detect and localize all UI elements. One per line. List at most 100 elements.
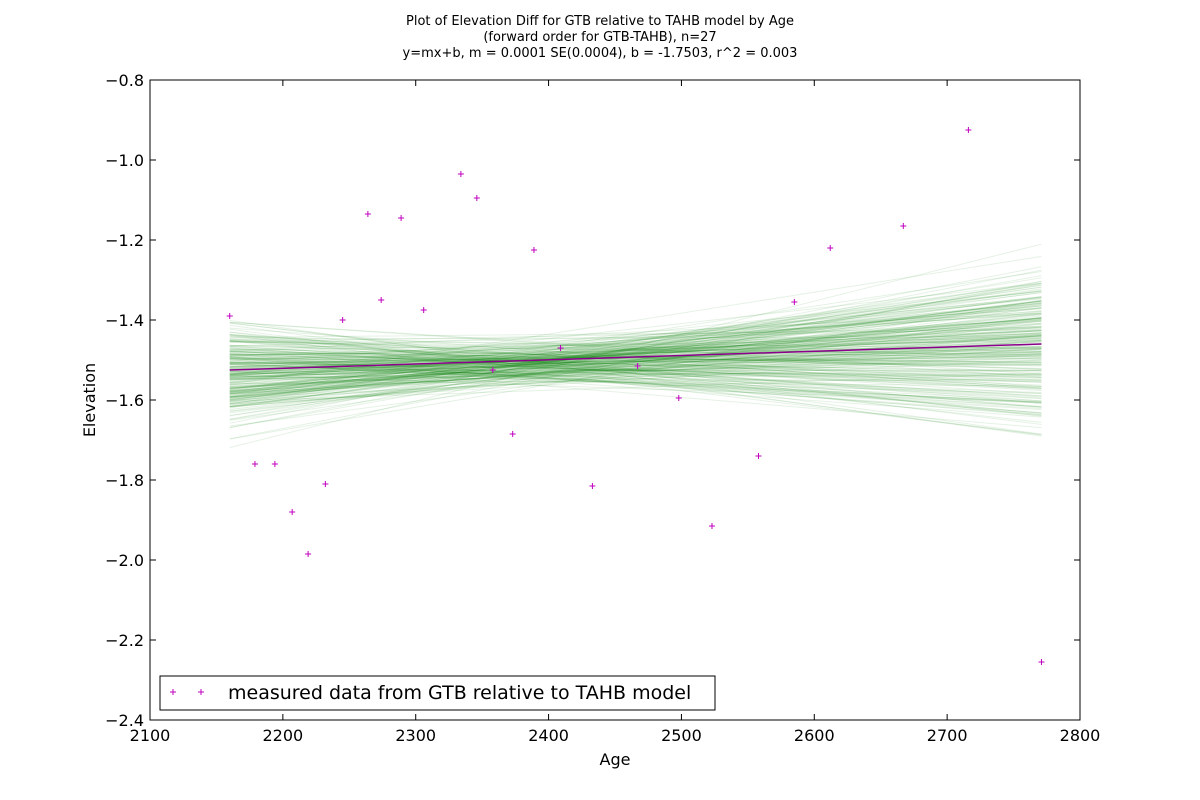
y-axis-label: Elevation: [80, 363, 99, 437]
data-point: [420, 307, 427, 313]
ensemble-line: [229, 280, 1042, 440]
ensemble-line: [229, 318, 1042, 393]
ensemble-line: [229, 348, 1042, 405]
ensemble-line: [229, 356, 1042, 404]
data-point: [900, 223, 907, 229]
ensemble-line: [229, 288, 1042, 409]
ensemble-line: [229, 298, 1042, 383]
ensemble-line: [229, 369, 1042, 372]
ensemble-line: [229, 356, 1042, 402]
ensemble-line: [229, 348, 1042, 397]
ensemble-line: [229, 302, 1042, 401]
ensemble-line: [229, 324, 1042, 437]
ensemble-line: [229, 317, 1042, 427]
legend-box: [159, 675, 716, 711]
ensemble-line: [229, 282, 1042, 395]
ensemble-line: [229, 300, 1042, 403]
ensemble-line: [229, 327, 1042, 347]
ensemble-line: [229, 372, 1042, 402]
ensemble-line: [229, 334, 1042, 389]
ensemble-line: [229, 307, 1042, 398]
ensemble-line: [229, 358, 1042, 383]
ensemble-line: [229, 365, 1042, 382]
ensemble-line: [229, 243, 1042, 449]
ensemble-line: [229, 350, 1042, 389]
ensemble-line: [229, 353, 1042, 390]
x-tick-label: 2700: [927, 726, 968, 745]
ensemble-line: [229, 302, 1042, 391]
ensemble-line: [229, 291, 1042, 405]
ensemble-line: [229, 255, 1042, 385]
ensemble-line: [229, 339, 1042, 361]
data-point: [634, 363, 641, 369]
ensemble-line: [229, 358, 1042, 429]
y-tick-label: −2.2: [105, 631, 144, 650]
ensemble-line: [229, 332, 1042, 376]
data-points: [226, 127, 1045, 665]
ensemble-line: [229, 330, 1042, 379]
x-axis-ticks: 2100 2200 2300 2400 2500 2600 2700 2800: [130, 80, 1100, 745]
ensemble-line: [229, 300, 1042, 398]
ensemble-line: [229, 357, 1042, 411]
ensemble-line: [229, 320, 1042, 388]
ensemble-line: [229, 372, 1042, 375]
ensemble-line: [229, 292, 1042, 390]
data-point: [398, 215, 405, 221]
legend-marker-plus: [170, 689, 176, 695]
ensemble-line: [229, 326, 1042, 379]
ensemble-line: [229, 334, 1042, 409]
ensemble-line: [229, 369, 1042, 371]
ensemble-line: [229, 312, 1042, 375]
ensemble-line: [229, 363, 1042, 403]
data-point: [755, 453, 762, 459]
data-point: [675, 395, 682, 401]
ensemble-line: [229, 348, 1042, 373]
chart-title-line-2: (forward order for GTB-TAHB), n=27: [483, 30, 717, 45]
ensemble-line: [229, 339, 1042, 390]
ensemble-line: [229, 357, 1042, 381]
ensemble-line: [229, 345, 1042, 394]
ensemble-line: [229, 335, 1042, 366]
ensemble-line: [229, 350, 1042, 367]
x-tick-label: 2200: [262, 726, 303, 745]
ensemble-line: [229, 348, 1042, 396]
ensemble-line: [229, 345, 1042, 397]
ensemble-line: [229, 322, 1042, 399]
data-point: [489, 367, 496, 373]
ensemble-line: [229, 369, 1042, 380]
data-point: [530, 247, 537, 253]
ensemble-line: [229, 328, 1042, 436]
ensemble-line: [229, 300, 1042, 407]
data-point: [791, 299, 798, 305]
ensemble-line: [229, 340, 1042, 408]
ensemble-line: [229, 336, 1042, 340]
ensemble-line: [229, 376, 1042, 382]
data-point: [378, 297, 385, 303]
ensemble-line: [229, 355, 1042, 367]
ensemble-line: [229, 299, 1042, 440]
ensemble-line: [229, 316, 1042, 394]
ensemble-line: [229, 360, 1042, 381]
ensemble-line: [229, 341, 1042, 360]
ensemble-line: [229, 340, 1042, 393]
ensemble-line: [229, 296, 1042, 382]
ensemble-line: [229, 319, 1042, 435]
data-point: [271, 461, 278, 467]
ensemble-line: [229, 305, 1042, 384]
ensemble-line: [229, 371, 1042, 376]
ensemble-line: [229, 353, 1042, 405]
ensemble-line: [229, 283, 1042, 428]
ensemble-line: [229, 339, 1042, 408]
ensemble-line: [229, 333, 1042, 384]
data-point: [289, 509, 296, 515]
ensemble-line: [229, 353, 1042, 415]
ensemble-line: [229, 341, 1042, 356]
ensemble-line: [229, 300, 1042, 397]
ensemble-line: [229, 347, 1042, 365]
ensemble-line: [229, 375, 1042, 378]
ensemble-line: [229, 334, 1042, 408]
ensemble-line: [229, 334, 1042, 415]
data-point: [322, 481, 329, 487]
ensemble-line: [229, 326, 1042, 402]
ensemble-line: [229, 290, 1042, 383]
